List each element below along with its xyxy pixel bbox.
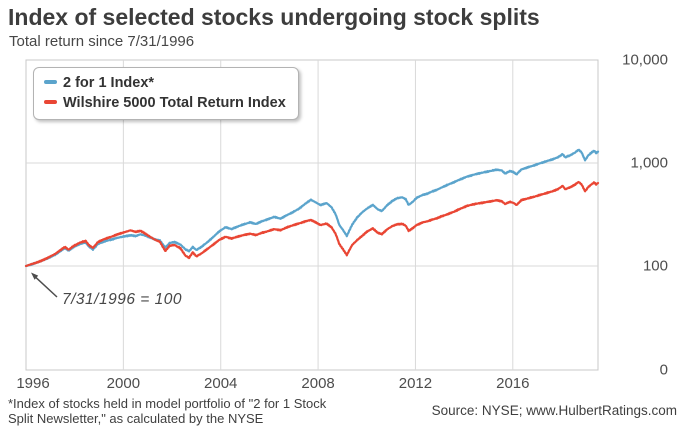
series-line-blue	[24, 148, 600, 268]
x-tick-label: 2000	[106, 375, 141, 392]
legend-swatch-red	[44, 100, 57, 105]
legend-item: Wilshire 5000 Total Return Index	[44, 93, 286, 113]
legend-swatch-blue	[44, 80, 57, 85]
legend-label: 2 for 1 Index*	[63, 75, 155, 91]
plot-border	[25, 59, 599, 371]
page-subtitle: Total return since 7/31/1996	[9, 33, 195, 50]
source-credit: Source: NYSE; www.HulbertRatings.com	[431, 403, 677, 418]
annotation-arrowhead	[31, 272, 39, 280]
y-tick-label: 1,000	[630, 154, 668, 172]
annotation-arrow	[35, 277, 58, 298]
annotation-label: 7/31/1996 = 100	[62, 291, 182, 308]
x-tick-label: 2004	[204, 375, 238, 392]
y-tick-label: 10,000	[622, 51, 668, 69]
legend: 2 for 1 Index* Wilshire 5000 Total Retur…	[33, 67, 299, 120]
x-tick-label: 2016	[496, 375, 530, 392]
x-tick-label: 2012	[398, 375, 433, 392]
legend-label: Wilshire 5000 Total Return Index	[63, 95, 286, 111]
y-tick-label: 100	[642, 257, 668, 275]
legend-item: 2 for 1 Index*	[44, 73, 286, 93]
series-line-red	[24, 180, 600, 268]
y-tick-label: 0	[659, 361, 668, 379]
footnote: *Index of stocks held in model portfolio…	[8, 396, 327, 426]
x-tick-label: 2008	[301, 375, 335, 392]
page-title: Index of selected stocks undergoing stoc…	[8, 4, 540, 30]
x-tick-label: 1996	[16, 375, 50, 392]
